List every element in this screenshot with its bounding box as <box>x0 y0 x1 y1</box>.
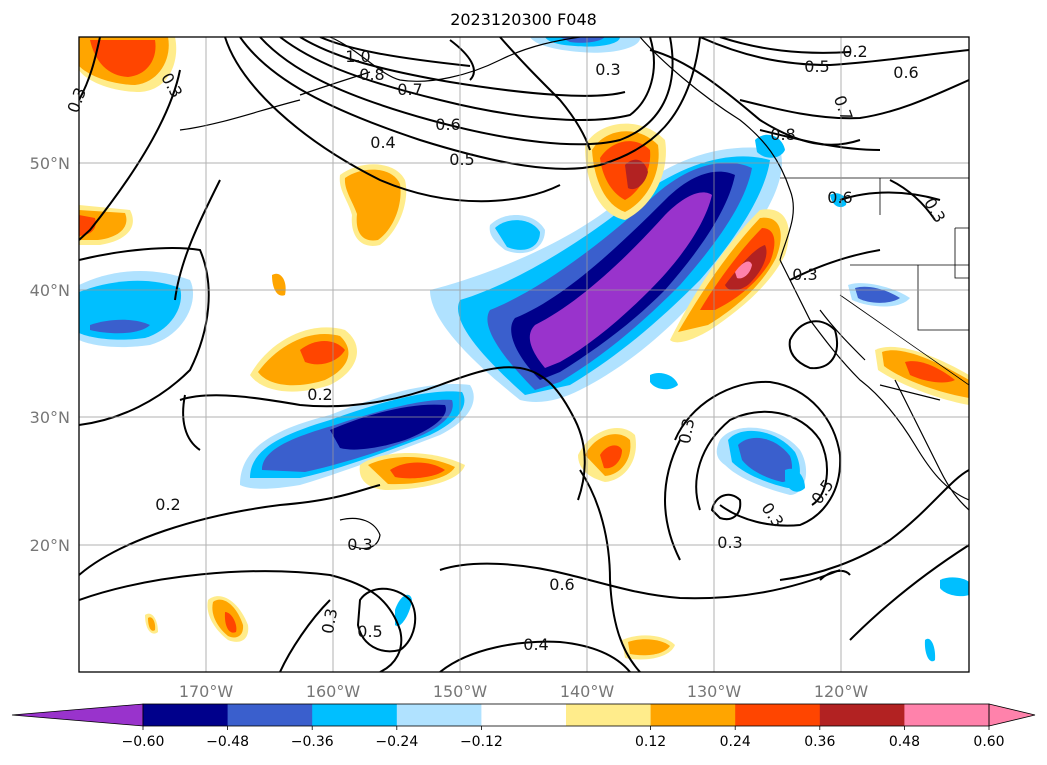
contour-label: 0.3 <box>347 535 372 554</box>
lon-label: 150°W <box>433 682 488 701</box>
contour-label: 0.3 <box>318 607 341 635</box>
contour-label: 0.4 <box>370 133 395 152</box>
lon-label: 140°W <box>560 682 615 701</box>
colorbar-tick-label: 0.24 <box>720 734 751 750</box>
colorbar-segment <box>819 704 905 726</box>
colorbar-tick-label: 0.48 <box>889 734 920 750</box>
lat-label: 40°N <box>30 281 70 300</box>
colorbar-segment <box>735 704 821 726</box>
contour-label: 0.3 <box>792 265 817 284</box>
contour-label: 0.7 <box>397 80 422 99</box>
colorbar-tick-label: 0.60 <box>973 734 1004 750</box>
contour-label: 0.6 <box>549 575 574 594</box>
contour-label: 0.2 <box>307 385 332 404</box>
lat-label: 50°N <box>30 154 70 173</box>
contour-label: 0.3 <box>595 60 620 79</box>
contour-label: 0.4 <box>523 635 548 654</box>
shading-layer <box>79 37 969 672</box>
colorbar-tick-label: 0.12 <box>635 734 666 750</box>
colorbar-extend-low <box>11 703 144 727</box>
contour-label: 1.0 <box>345 47 370 66</box>
contour-label: 0.5 <box>357 622 382 641</box>
colorbar-segment <box>566 704 652 726</box>
lat-label: 20°N <box>30 536 70 555</box>
lon-label: 130°W <box>687 682 742 701</box>
contour-label: 0.3 <box>64 85 91 115</box>
contour-label: 0.8 <box>359 65 384 84</box>
lon-label: 160°W <box>306 682 361 701</box>
contour-label: 0.6 <box>435 115 460 134</box>
colorbar-segment <box>312 704 398 726</box>
colorbar-segment <box>481 704 567 726</box>
colorbar-extend-high <box>988 703 1036 727</box>
colorbar-segment <box>904 704 990 726</box>
map-title: 2023120300 F048 <box>450 10 597 29</box>
contour-label: 0.8 <box>770 125 795 144</box>
colorbar-tick-label: −0.36 <box>291 734 334 750</box>
colorbar-tick-label: 0.36 <box>804 734 835 750</box>
lon-label: 120°W <box>814 682 869 701</box>
lat-label: 30°N <box>30 408 70 427</box>
map-frame <box>78 36 970 673</box>
colorbar-tick-label: −0.60 <box>122 734 165 750</box>
contour-label: 0.3 <box>717 533 742 552</box>
colorbar-segment <box>227 704 313 726</box>
latitude-labels: 50°N 40°N 30°N 20°N <box>30 154 70 555</box>
colorbar-segment <box>650 704 736 726</box>
colorbar: −0.60 −0.48 −0.36 −0.24 −0.12 0.12 0.24 0.36 0.4… <box>11 703 1036 750</box>
colorbar-tick-label: −0.24 <box>375 734 418 750</box>
colorbar-segment <box>143 704 229 726</box>
contour-label: 0.5 <box>807 476 837 508</box>
lon-label: 170°W <box>179 682 234 701</box>
colorbar-tick-label: −0.12 <box>460 734 503 750</box>
contour-label: 0.2 <box>842 42 867 61</box>
contour-label: 0.6 <box>893 63 918 82</box>
colorbar-tick-label: −0.48 <box>206 734 249 750</box>
contour-label: 0.5 <box>804 57 829 76</box>
contour-label: 0.2 <box>155 495 180 514</box>
contour-label: 0.3 <box>920 194 949 226</box>
contour-label: 0.5 <box>449 150 474 169</box>
contour-label: 0.3 <box>675 417 698 445</box>
colorbar-frame <box>142 703 990 727</box>
colorbar-segment <box>396 704 482 726</box>
contour-label: 0.6 <box>827 188 852 207</box>
longitude-labels: 170°W 160°W 150°W 140°W 130°W 120°W <box>179 682 869 701</box>
